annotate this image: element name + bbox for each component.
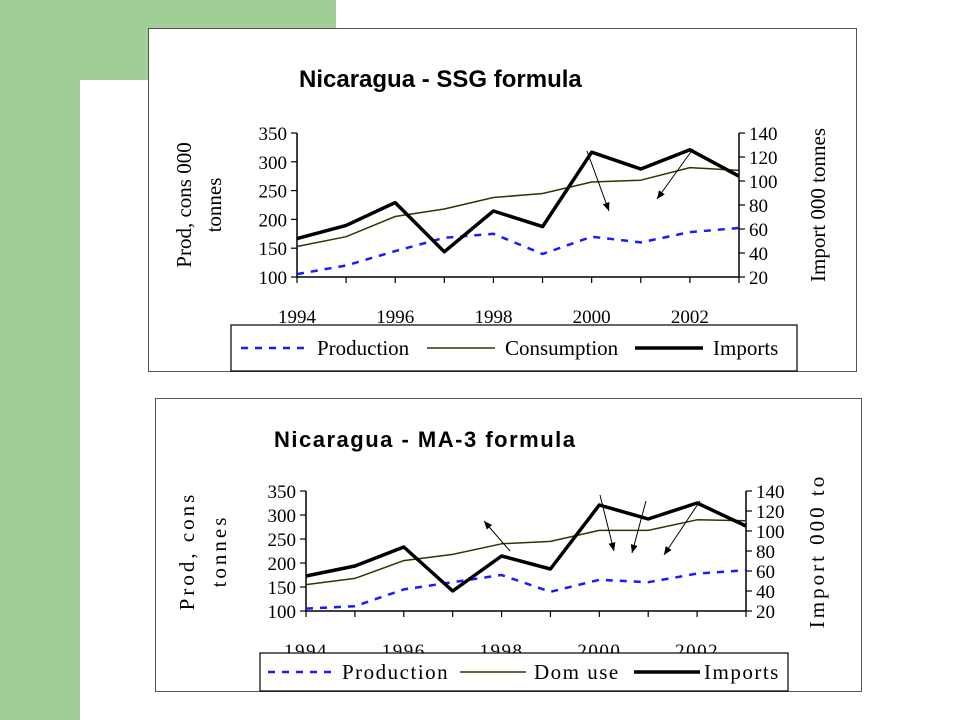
y2-tick-label: 60 bbox=[749, 220, 768, 241]
series-line-imports bbox=[305, 501, 747, 593]
rounded-corner bbox=[80, 80, 120, 120]
y2-tick-label: 60 bbox=[756, 562, 775, 583]
series-line-dom-use bbox=[305, 519, 747, 586]
legend-label: Consumption bbox=[505, 336, 619, 360]
y-tick-label: 100 bbox=[268, 602, 297, 623]
y2-tick-label: 20 bbox=[749, 268, 768, 289]
green-sidebar-band bbox=[0, 0, 80, 720]
x-tick-label: 2002 bbox=[671, 307, 709, 328]
y-axis-title: Prod, cons tonnes bbox=[175, 492, 231, 611]
y2-tick-label: 40 bbox=[756, 582, 775, 603]
y2-tick-label: 140 bbox=[749, 124, 778, 145]
annotation-arrow-line bbox=[631, 500, 647, 554]
y-axis-title-line2: tonnes bbox=[202, 178, 226, 233]
y2-tick-label: 40 bbox=[749, 244, 768, 265]
y-tick-label: 150 bbox=[259, 239, 288, 260]
annotation-arrow-head bbox=[484, 521, 493, 530]
x-tick-label: 1996 bbox=[376, 307, 414, 328]
y-tick-label: 100 bbox=[259, 268, 288, 289]
y-axis-title-line2: tonnes bbox=[207, 515, 231, 588]
annotation-arrow-head bbox=[630, 544, 638, 553]
y-axis-title-line1: Prod, cons bbox=[175, 492, 199, 611]
y-axis-title-line1: Prod, cons 000 bbox=[172, 142, 196, 267]
y2-axis-title-text: Import 000 tonnes bbox=[806, 128, 830, 282]
chart-ssg-formula: Nicaragua - SSG formula 1994 1996 1998 2000 2… bbox=[148, 28, 857, 372]
y2-tick-label: 20 bbox=[756, 602, 775, 623]
chart-title: Nicaragua - MA-3 formula bbox=[274, 427, 577, 452]
y2-axis-title: Import 000 tonnes bbox=[806, 128, 830, 282]
y-tick-label: 350 bbox=[268, 482, 297, 503]
series-line-production bbox=[305, 568, 747, 610]
y2-axis-title-text: Import 000 to bbox=[805, 474, 829, 629]
chart-ma3-formula: Nicaragua - MA-3 formula 1994 1996 1998 2000… bbox=[155, 398, 862, 692]
y-tick-label: 300 bbox=[259, 153, 288, 174]
y-tick-label: 200 bbox=[268, 554, 297, 575]
annotation-arrow-head bbox=[657, 190, 665, 199]
legend-label: Dom use bbox=[534, 660, 620, 684]
y2-tick-label: 100 bbox=[756, 522, 785, 543]
x-tick-label: 2000 bbox=[573, 307, 611, 328]
y2-tick-label: 140 bbox=[756, 482, 785, 503]
annotation-arrow-line bbox=[586, 150, 610, 212]
y2-tick-label: 120 bbox=[749, 148, 778, 169]
x-tick-label: 1994 bbox=[278, 307, 317, 328]
y-tick-label: 350 bbox=[259, 124, 288, 145]
legend-label: Production bbox=[342, 660, 449, 684]
annotation-arrow-line bbox=[663, 500, 701, 556]
y2-tick-label: 80 bbox=[749, 196, 768, 217]
x-tick-label: 1998 bbox=[474, 307, 512, 328]
annotation-arrow-line bbox=[656, 148, 694, 200]
legend-label: Production bbox=[317, 336, 410, 360]
y2-axis-title: Import 000 to bbox=[805, 474, 829, 629]
series-line-production bbox=[296, 226, 740, 276]
annotation-arrow-head bbox=[664, 546, 672, 555]
annotation-arrow-line bbox=[599, 494, 615, 552]
chart-ssg-svg: Nicaragua - SSG formula 1994 1996 1998 2000 2… bbox=[172, 66, 830, 372]
series-line-consumption bbox=[296, 166, 740, 248]
y-tick-label: 250 bbox=[259, 182, 288, 203]
y-tick-label: 300 bbox=[268, 506, 297, 527]
y-tick-label: 150 bbox=[268, 578, 297, 599]
chart-title: Nicaragua - SSG formula bbox=[299, 66, 582, 93]
y2-tick-label: 80 bbox=[756, 542, 775, 563]
series-line-imports bbox=[296, 148, 740, 254]
annotation-arrow-head bbox=[608, 542, 616, 551]
legend-label: Imports bbox=[713, 336, 778, 360]
y2-tick-label: 100 bbox=[749, 172, 778, 193]
annotation-arrow-head bbox=[602, 202, 610, 211]
y-axis-title: Prod, cons 000 tonnes bbox=[172, 142, 226, 267]
y-tick-label: 200 bbox=[259, 210, 288, 231]
y-tick-label: 250 bbox=[268, 530, 297, 551]
legend-label: Imports bbox=[704, 660, 780, 684]
y2-tick-label: 120 bbox=[756, 502, 785, 523]
